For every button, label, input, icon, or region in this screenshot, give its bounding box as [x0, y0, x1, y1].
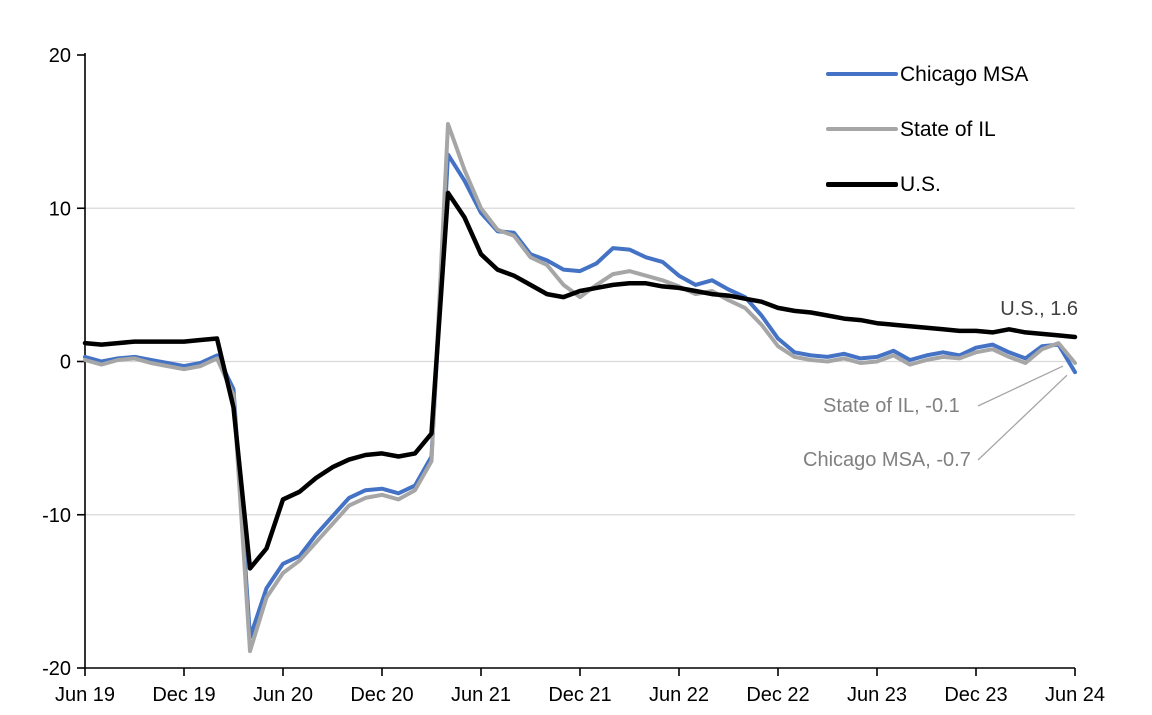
legend-item-chicago-msa: Chicago MSA — [826, 58, 1028, 90]
annotation-chicago-msa-latest-value: Chicago MSA, -0.7 — [803, 449, 971, 471]
x-axis-label-jun-24: Jun 24 — [1045, 684, 1105, 706]
x-axis-label-jun-22: Jun 22 — [649, 684, 709, 706]
legend-line-swatch-us — [826, 181, 898, 187]
legend-label-chicago-msa: Chicago MSA — [900, 62, 1029, 86]
y-axis-label-10: 10 — [49, 198, 71, 220]
x-axis-label-dec-23: Dec 23 — [944, 684, 1007, 706]
legend-item-us: U.S. — [826, 168, 1028, 200]
y-axis-label--20: -20 — [42, 658, 71, 680]
x-axis-label-jun-19: Jun 19 — [55, 684, 115, 706]
annotation-us-latest-value: U.S., 1.6 — [1000, 298, 1078, 320]
y-axis-label-0: 0 — [60, 352, 71, 374]
x-axis-label-dec-20: Dec 20 — [350, 684, 413, 706]
y-axis-label-20: 20 — [49, 45, 71, 67]
x-axis-label-jun-21: Jun 21 — [451, 684, 511, 706]
legend-item-state-of-il: State of IL — [826, 113, 1028, 145]
series-line-state-of-il — [83, 122, 1077, 654]
y-axis-label--10: -10 — [42, 505, 71, 527]
x-axis-label-dec-19: Dec 19 — [152, 684, 215, 706]
series-line-u-s — [82, 190, 1078, 571]
leader-line-chicago-msa — [977, 374, 1068, 461]
x-axis-label-jun-20: Jun 20 — [253, 684, 313, 706]
leader-line-state-of-il — [977, 365, 1064, 407]
x-axis-label-dec-22: Dec 22 — [746, 684, 809, 706]
legend-line-swatch-state-of-il — [826, 127, 898, 131]
legend-line-swatch-chicago-msa — [826, 72, 898, 76]
chart-legend: Chicago MSA State of IL U.S. — [826, 58, 1028, 223]
legend-label-state-of-il: State of IL — [900, 117, 996, 141]
x-axis-label-dec-21: Dec 21 — [548, 684, 611, 706]
x-axis-label-jun-23: Jun 23 — [847, 684, 907, 706]
annotation-state-of-il-latest-value: State of IL, -0.1 — [823, 395, 960, 417]
legend-label-us: U.S. — [900, 172, 941, 196]
